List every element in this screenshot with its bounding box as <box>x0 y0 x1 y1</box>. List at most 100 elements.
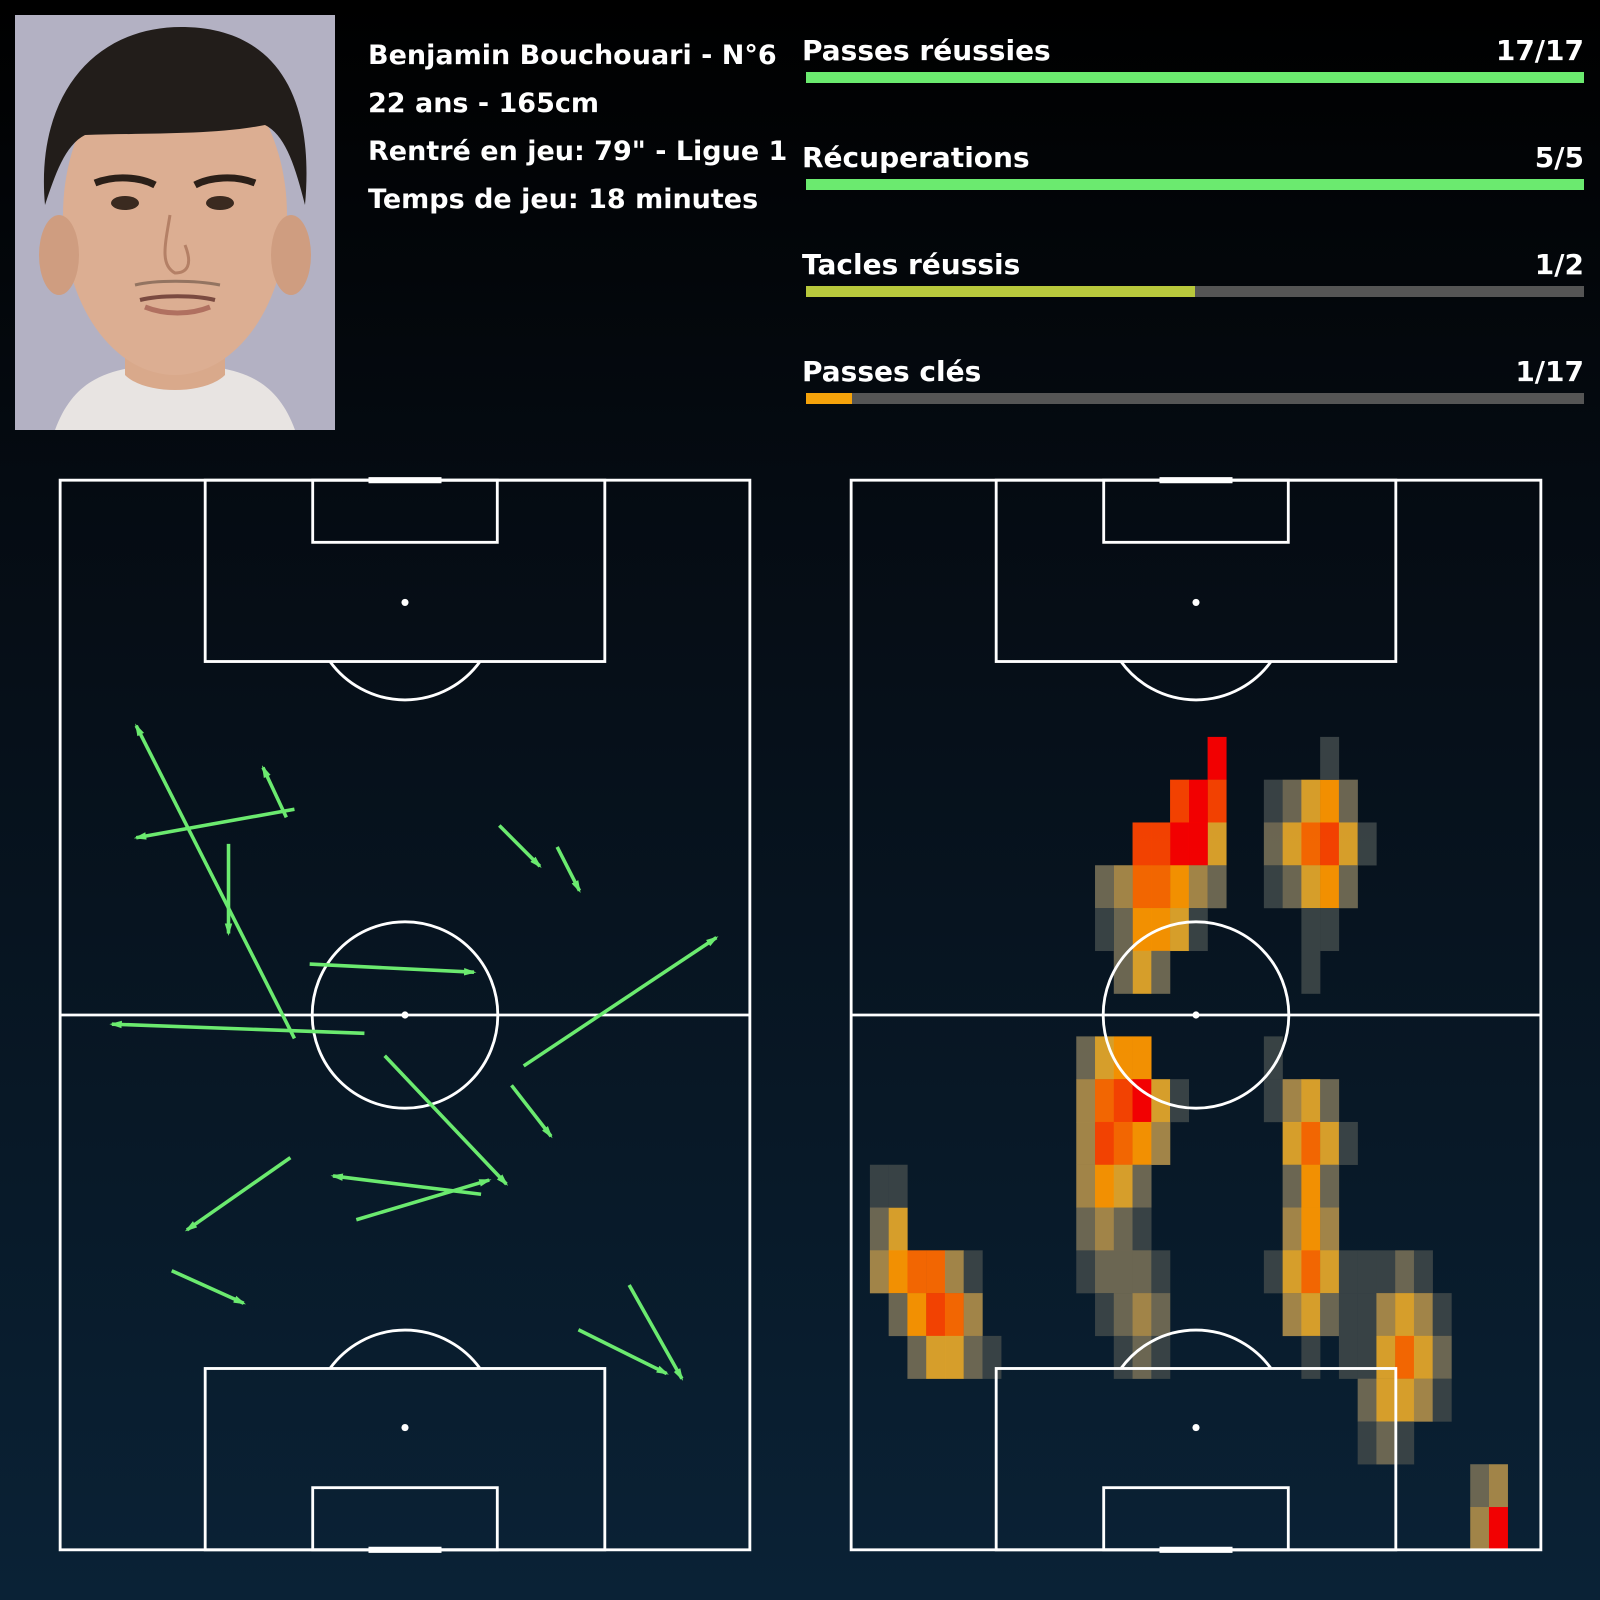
pass-arrow <box>355 1178 492 1222</box>
heatmap-cell <box>1076 1079 1096 1123</box>
heatmap-svg <box>849 477 1543 1553</box>
heatmap-cell <box>1151 1121 1171 1165</box>
six-yard-box-bottom <box>311 1486 499 1552</box>
heatmap-cell <box>1095 1121 1114 1165</box>
pass-arrow <box>330 1173 482 1197</box>
heatmap-cell <box>1170 908 1190 952</box>
heatmap-cell <box>1301 1335 1321 1379</box>
heatmap-cells <box>869 736 1508 1551</box>
pass-map-pitch <box>50 470 760 1560</box>
heatmap-cell <box>926 1335 946 1379</box>
heatmap-cell <box>1207 736 1227 780</box>
heatmap-cell <box>1395 1378 1415 1422</box>
heatmap-cell <box>1320 1293 1340 1337</box>
heatmap-cell <box>1320 1121 1340 1165</box>
heatmap-cell <box>1395 1293 1415 1337</box>
heatmap-cell <box>1338 865 1358 909</box>
heatmap-cell <box>1263 1250 1283 1294</box>
penalty-box-bottom <box>994 1367 1398 1552</box>
heatmap-cell <box>1151 950 1171 994</box>
penalty-spot-bottom <box>1192 1424 1200 1432</box>
stat-label: Passes réussies <box>802 34 1051 67</box>
heatmap-cell <box>944 1293 964 1337</box>
heatmap-cell <box>1282 865 1302 909</box>
heatmap-cell <box>1076 1250 1096 1294</box>
heatmap-cell <box>1207 779 1227 823</box>
pass-arrow <box>184 1156 292 1232</box>
pass-arrow <box>109 1020 365 1036</box>
six-yard-box-bottom <box>1102 1486 1290 1552</box>
heatmap-cell <box>1282 1079 1302 1123</box>
pass-map-svg <box>58 477 752 1553</box>
pass-arrow <box>555 846 582 893</box>
heatmap-cell <box>1376 1378 1396 1422</box>
heatmap-cell <box>1263 779 1283 823</box>
heatmap-cell <box>1113 865 1133 909</box>
heatmap-cell <box>1132 1036 1152 1080</box>
stat-bar-fill <box>806 179 1584 190</box>
penalty-arc-top <box>1119 660 1273 702</box>
heatmap-cell <box>1188 865 1208 909</box>
heatmap-cell <box>1301 908 1321 952</box>
heatmap-cell <box>1395 1250 1415 1294</box>
heatmap-cell <box>1301 822 1321 866</box>
heatmap-cell <box>1301 1164 1321 1208</box>
heatmap-cell <box>926 1293 946 1337</box>
heatmap-cell <box>869 1250 889 1294</box>
heatmap-cell <box>1320 865 1340 909</box>
heatmap-cell <box>1282 779 1302 823</box>
heatmap-cell <box>1338 1121 1358 1165</box>
heatmap-cell <box>1132 1079 1152 1123</box>
heatmap-cell <box>1338 822 1358 866</box>
heatmap-cell <box>907 1250 927 1294</box>
heatmap-pitch <box>841 470 1551 1560</box>
heatmap-cell <box>1132 822 1152 866</box>
heatmap-cell <box>1470 1507 1490 1551</box>
heatmap-cell <box>1376 1335 1396 1379</box>
stat-value: 17/17 <box>1495 34 1584 67</box>
heatmap-cell <box>907 1293 927 1337</box>
heatmap-cell <box>1488 1464 1508 1508</box>
pass-arrows <box>109 723 719 1381</box>
heatmap-cell <box>963 1293 983 1337</box>
penalty-spot-top <box>1192 598 1200 606</box>
heatmap-cell <box>1263 1036 1283 1080</box>
heatmap-cell <box>1095 865 1114 909</box>
heatmap-cell <box>1282 822 1302 866</box>
heatmap-cell <box>1301 1250 1321 1294</box>
pass-arrow <box>522 936 719 1068</box>
heatmap-cell <box>982 1335 1002 1379</box>
stat-bar-fill <box>806 72 1584 83</box>
heatmap-cell <box>1132 1207 1152 1251</box>
heatmap-cell <box>1320 736 1340 780</box>
heatmap-cell <box>1338 1250 1358 1294</box>
heatmap-cell <box>1357 1335 1377 1379</box>
heatmap-cell <box>1188 822 1208 866</box>
heatmap-cell <box>1357 1421 1377 1465</box>
heatmap-cell <box>1376 1421 1396 1465</box>
heatmap-cell <box>1207 865 1227 909</box>
heatmap-cell <box>1076 1207 1096 1251</box>
heatmap-cell <box>1188 779 1208 823</box>
heatmap-cell <box>1376 1250 1396 1294</box>
pass-arrow <box>261 765 288 819</box>
heatmap-cell <box>1113 1207 1133 1251</box>
heatmap-cell <box>1432 1293 1452 1337</box>
penalty-arc-top <box>328 660 482 702</box>
heatmap-cell <box>1170 822 1190 866</box>
heatmap-cell <box>869 1164 889 1208</box>
heatmap-cell <box>1301 1121 1321 1165</box>
heatmap-cell <box>1413 1378 1433 1422</box>
heatmap-cell <box>1338 1335 1358 1379</box>
heatmap-cell <box>926 1250 946 1294</box>
stat-recuperations: Récuperations 5/5 <box>802 141 1584 201</box>
heatmap-cell <box>1170 865 1190 909</box>
heatmap-cell <box>1095 1079 1114 1123</box>
heatmap-cell <box>1151 1250 1171 1294</box>
heatmap-cell <box>888 1164 908 1208</box>
heatmap-cell <box>1188 908 1208 952</box>
heatmap-cell <box>1301 779 1321 823</box>
heatmap-cell <box>1132 1121 1152 1165</box>
heatmap-cell <box>1357 1293 1377 1337</box>
pitch-markings <box>849 477 1543 1553</box>
